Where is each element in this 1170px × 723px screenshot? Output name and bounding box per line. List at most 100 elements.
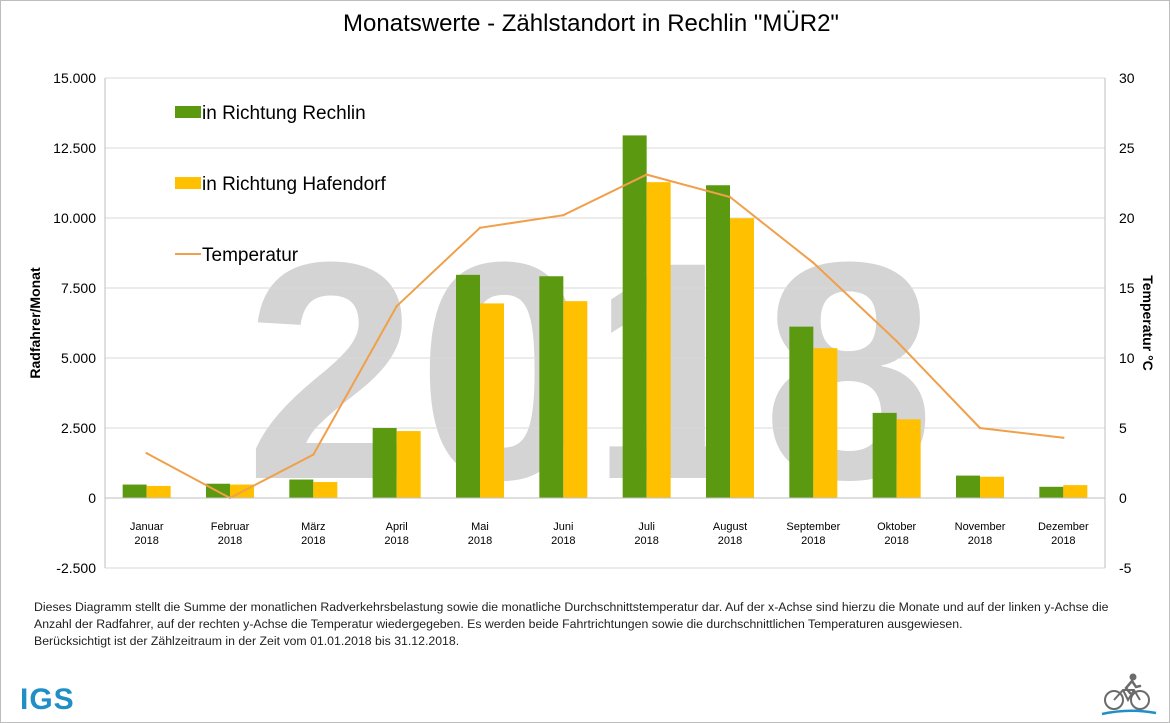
- x-tick-label: März 2018: [301, 521, 325, 547]
- temperature-point: [145, 452, 148, 455]
- x-tick-label: November 2018: [955, 521, 1006, 547]
- legend: in Richtung Rechlin in Richtung Hafendorf…: [175, 103, 386, 266]
- temperature-point: [312, 453, 315, 456]
- temperature-line: [146, 173, 1064, 500]
- x-tick-label: April 2018: [384, 521, 408, 547]
- y-tick-label: 10.000: [53, 210, 96, 226]
- y2-tick-label: 15: [1119, 280, 1135, 296]
- bar-rechlin: [706, 185, 730, 499]
- y2-tick-label: -5: [1119, 560, 1132, 576]
- x-tick-month: November: [955, 521, 1006, 533]
- temperature-point: [478, 226, 482, 229]
- temperature-point: [895, 340, 898, 343]
- bar-hafendorf: [730, 218, 754, 498]
- y2-tick-label: 25: [1119, 140, 1135, 156]
- bar-rechlin: [622, 135, 647, 498]
- x-tick-month: Oktober: [877, 521, 916, 533]
- bar-rechlin: [122, 484, 147, 498]
- legend-label: Temperatur: [202, 245, 299, 266]
- x-tick-label: Juni 2018: [551, 521, 575, 547]
- x-tick-month: September: [786, 521, 840, 533]
- temperature-point: [728, 195, 732, 199]
- bar-hafendorf: [563, 301, 588, 498]
- bar-rechlin: [789, 326, 814, 498]
- x-tick-year: 2018: [718, 535, 742, 547]
- bar-rechlin: [289, 479, 314, 498]
- x-tick-label: Februar 2018: [211, 521, 250, 547]
- x-tick-label: Juli 2018: [634, 521, 658, 547]
- legend-label: in Richtung Rechlin: [202, 103, 366, 124]
- y2-tick-label: 5: [1119, 420, 1127, 436]
- bar-hafendorf: [1063, 485, 1088, 498]
- y-tick-label: 0: [88, 490, 96, 506]
- x-tick-month: Juni: [553, 521, 573, 533]
- legend-swatch: [175, 177, 201, 189]
- x-tick-label: Dezember 2018: [1038, 521, 1089, 547]
- x-tick-year: 2018: [968, 535, 992, 547]
- y-axis-label: Radfahrer/Monat: [27, 267, 43, 379]
- y-tick-label: 12.500: [53, 140, 96, 156]
- bar-hafendorf: [146, 485, 171, 498]
- x-tick-year: 2018: [134, 535, 158, 547]
- y-tick-label: 2.500: [61, 420, 96, 436]
- x-tick-year: 2018: [468, 535, 492, 547]
- x-tick-label: Januar 2018: [130, 521, 164, 547]
- x-tick-label: August 2018: [713, 521, 747, 547]
- bar-rechlin: [872, 412, 897, 498]
- caption-line-2: Berücksichtigt ist der Zählzeitraum in d…: [34, 634, 460, 648]
- x-tick-year: 2018: [218, 535, 242, 547]
- x-tick-month: März: [301, 521, 325, 533]
- bar-hafendorf: [980, 476, 1004, 498]
- bar-rechlin: [539, 276, 564, 498]
- x-tick-month: Februar: [211, 521, 250, 533]
- bar-hafendorf: [813, 348, 838, 498]
- chart-caption: Dieses Diagramm stellt die Summe der mon…: [34, 599, 1144, 650]
- caption-line-1: Dieses Diagramm stellt die Summe der mon…: [34, 600, 1109, 631]
- temperature-point: [978, 426, 982, 430]
- bar-hafendorf: [646, 182, 671, 498]
- x-tick-year: 2018: [884, 535, 908, 547]
- bar-rechlin: [372, 428, 397, 498]
- y2-axis-label: Temperatur °C: [1140, 275, 1156, 371]
- temperature-point: [395, 305, 398, 308]
- axes: -2.500 -5 0 0 2.500 5 5.000 10 7.500 15 10.000 20 12…: [53, 70, 1135, 576]
- bicycle-icon: [1101, 673, 1157, 716]
- legend-label: in Richtung Hafendorf: [202, 174, 386, 195]
- x-tick-month: Januar: [130, 521, 164, 533]
- x-tick-year: 2018: [384, 535, 408, 547]
- temperature-point: [562, 214, 565, 217]
- x-tick-year: 2018: [301, 535, 325, 547]
- chart: 2018 -2.500 -5 0 0 2.500 5 5.000 10 7.500 15 10.00…: [27, 10, 1156, 576]
- x-tick-label: September 2018: [786, 521, 840, 547]
- x-tick-year: 2018: [551, 535, 575, 547]
- y2-tick-label: 10: [1119, 350, 1135, 366]
- x-tick-month: Dezember: [1038, 521, 1089, 533]
- temperature-point: [1062, 436, 1065, 439]
- bar-rechlin: [456, 274, 480, 498]
- bar-hafendorf: [480, 303, 504, 498]
- bar-hafendorf: [396, 431, 421, 498]
- temperature-point: [812, 261, 815, 264]
- x-tick-label: Oktober 2018: [877, 521, 916, 547]
- x-tick-year: 2018: [1051, 535, 1075, 547]
- x-tick-label: Mai 2018: [468, 521, 492, 547]
- y2-tick-label: 0: [1119, 490, 1127, 506]
- chart-title: Monatswerte - Zählstandort in Rechlin "M…: [343, 10, 839, 37]
- bar-hafendorf: [313, 482, 338, 498]
- legend-swatch: [175, 106, 201, 118]
- bar-rechlin: [1039, 486, 1064, 498]
- bar-hafendorf: [896, 419, 921, 498]
- y-tick-label: 15.000: [53, 70, 96, 86]
- y-tick-label: 7.500: [61, 280, 96, 296]
- y-tick-label: -2.500: [56, 560, 96, 576]
- y2-tick-label: 30: [1119, 70, 1135, 86]
- y-tick-label: 5.000: [61, 350, 96, 366]
- temperature-point: [645, 173, 648, 176]
- y2-tick-label: 20: [1119, 210, 1135, 226]
- x-tick-month: April: [386, 521, 408, 533]
- x-tick-year: 2018: [801, 535, 825, 547]
- bars: [122, 135, 1088, 499]
- x-tick-year: 2018: [634, 535, 658, 547]
- x-tick-month: Juli: [638, 521, 655, 533]
- x-tick-month: August: [713, 521, 747, 533]
